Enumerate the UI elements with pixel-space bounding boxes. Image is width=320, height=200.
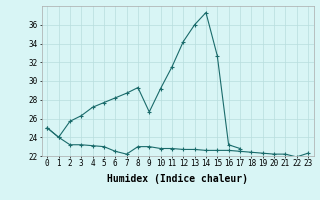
X-axis label: Humidex (Indice chaleur): Humidex (Indice chaleur) [107, 174, 248, 184]
